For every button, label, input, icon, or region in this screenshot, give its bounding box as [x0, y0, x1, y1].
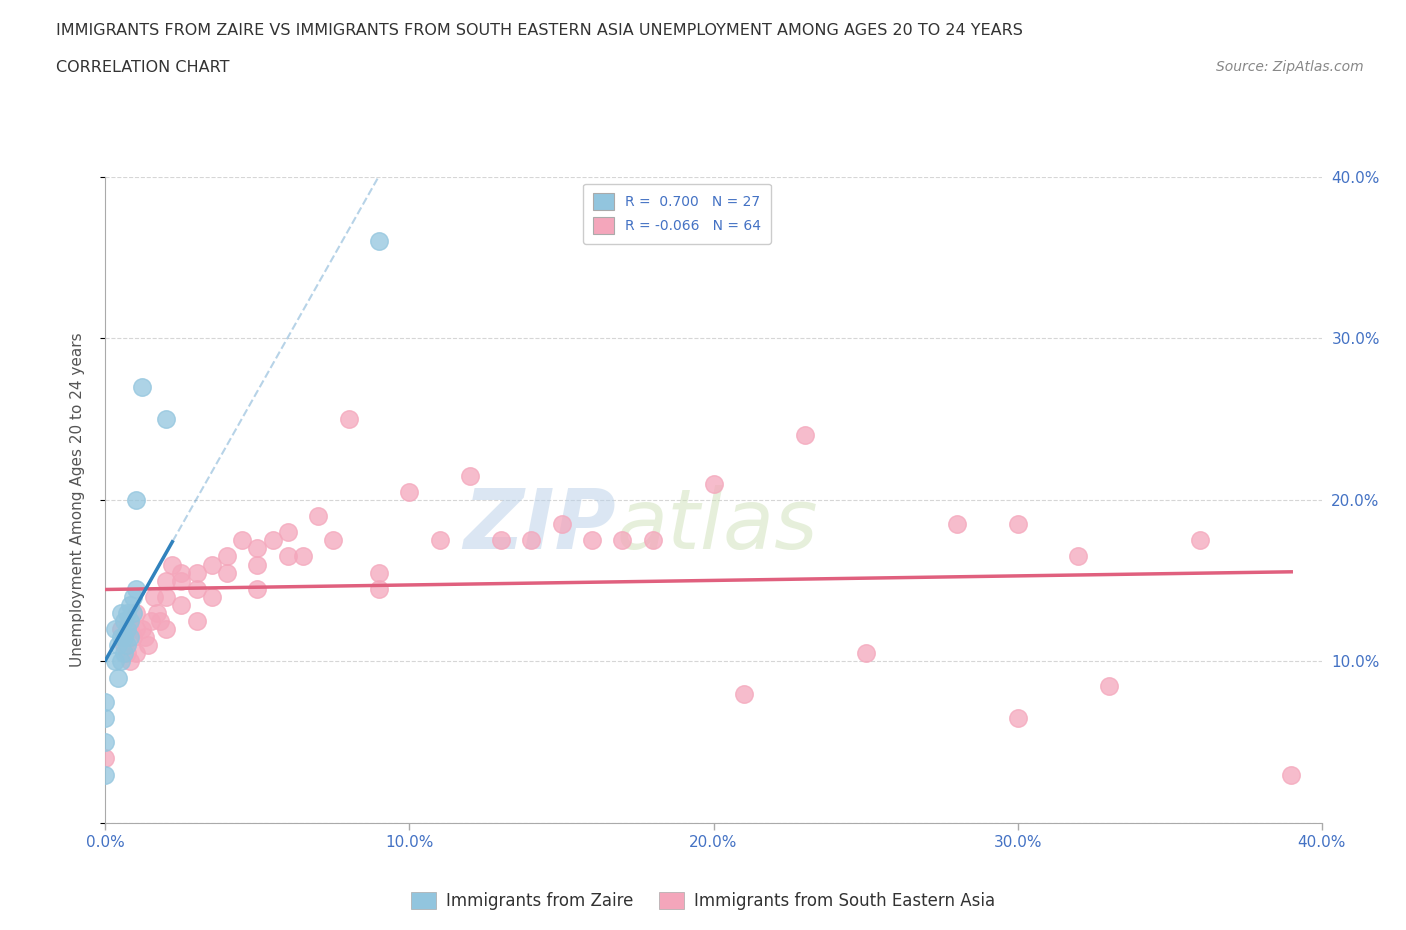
Point [217, 565, 239, 580]
Point [115, 622, 138, 637]
Y-axis label: Unemployment Among Ages 20 to 24 years: Unemployment Among Ages 20 to 24 years [70, 333, 84, 667]
Point [112, 646, 135, 661]
Point [125, 605, 148, 620]
Point [702, 476, 725, 491]
Point [162, 557, 184, 572]
Text: CORRELATION CHART: CORRELATION CHART [56, 60, 229, 75]
Point [115, 646, 138, 661]
Point [458, 468, 481, 483]
Point [945, 517, 967, 532]
Point [121, 630, 143, 644]
Point [246, 541, 269, 556]
Point [136, 638, 159, 653]
Point [429, 533, 451, 548]
Point [139, 614, 162, 629]
Point [550, 517, 572, 532]
Point [1007, 517, 1029, 532]
Point [115, 638, 138, 653]
Legend: R =  0.700   N = 27, R = -0.066   N = 64: R = 0.700 N = 27, R = -0.066 N = 64 [583, 183, 770, 244]
Point [1098, 678, 1121, 693]
Point [307, 509, 329, 524]
Point [125, 493, 148, 508]
Point [131, 622, 153, 637]
Point [110, 630, 132, 644]
Point [170, 597, 193, 612]
Point [134, 630, 156, 644]
Point [118, 622, 141, 637]
Point [112, 638, 135, 653]
Point [118, 630, 141, 644]
Point [125, 581, 148, 596]
Point [131, 379, 153, 394]
Point [186, 565, 208, 580]
Point [155, 573, 177, 588]
Point [277, 525, 299, 539]
Point [118, 597, 141, 612]
Point [121, 590, 143, 604]
Point [368, 581, 391, 596]
Point [112, 630, 135, 644]
Point [118, 654, 141, 669]
Point [398, 485, 420, 499]
Point [292, 549, 315, 564]
Point [612, 533, 634, 548]
Point [368, 565, 391, 580]
Point [143, 590, 166, 604]
Point [186, 614, 208, 629]
Point [94, 751, 117, 766]
Point [262, 533, 284, 548]
Point [110, 654, 132, 669]
Point [94, 695, 117, 710]
Text: Source: ZipAtlas.com: Source: ZipAtlas.com [1216, 60, 1364, 74]
Point [115, 605, 138, 620]
Point [170, 573, 193, 588]
Point [368, 234, 391, 249]
Point [520, 533, 543, 548]
Point [1067, 549, 1090, 564]
Point [103, 622, 125, 637]
Point [581, 533, 603, 548]
Point [94, 711, 117, 725]
Point [641, 533, 664, 548]
Point [322, 533, 344, 548]
Point [170, 565, 193, 580]
Point [793, 428, 815, 443]
Point [107, 671, 129, 685]
Point [201, 590, 224, 604]
Point [149, 614, 172, 629]
Text: IMMIGRANTS FROM ZAIRE VS IMMIGRANTS FROM SOUTH EASTERN ASIA UNEMPLOYMENT AMONG A: IMMIGRANTS FROM ZAIRE VS IMMIGRANTS FROM… [56, 23, 1024, 38]
Point [118, 614, 141, 629]
Point [110, 605, 132, 620]
Point [246, 557, 269, 572]
Point [246, 581, 269, 596]
Point [1007, 711, 1029, 725]
Point [201, 557, 224, 572]
Legend: Immigrants from Zaire, Immigrants from South Eastern Asia: Immigrants from Zaire, Immigrants from S… [405, 885, 1001, 917]
Point [337, 412, 360, 427]
Point [94, 767, 117, 782]
Point [1188, 533, 1211, 548]
Point [121, 605, 143, 620]
Point [107, 638, 129, 653]
Point [1279, 767, 1302, 782]
Point [217, 549, 239, 564]
Point [110, 622, 132, 637]
Text: atlas: atlas [616, 485, 818, 566]
Point [94, 735, 117, 750]
Point [489, 533, 512, 548]
Point [125, 622, 148, 637]
Point [155, 412, 177, 427]
Point [125, 646, 148, 661]
Point [146, 605, 169, 620]
Point [103, 654, 125, 669]
Point [733, 686, 755, 701]
Point [231, 533, 253, 548]
Text: ZIP: ZIP [464, 485, 616, 566]
Point [186, 581, 208, 596]
Point [155, 622, 177, 637]
Point [277, 549, 299, 564]
Point [112, 614, 135, 629]
Point [155, 590, 177, 604]
Point [855, 646, 877, 661]
